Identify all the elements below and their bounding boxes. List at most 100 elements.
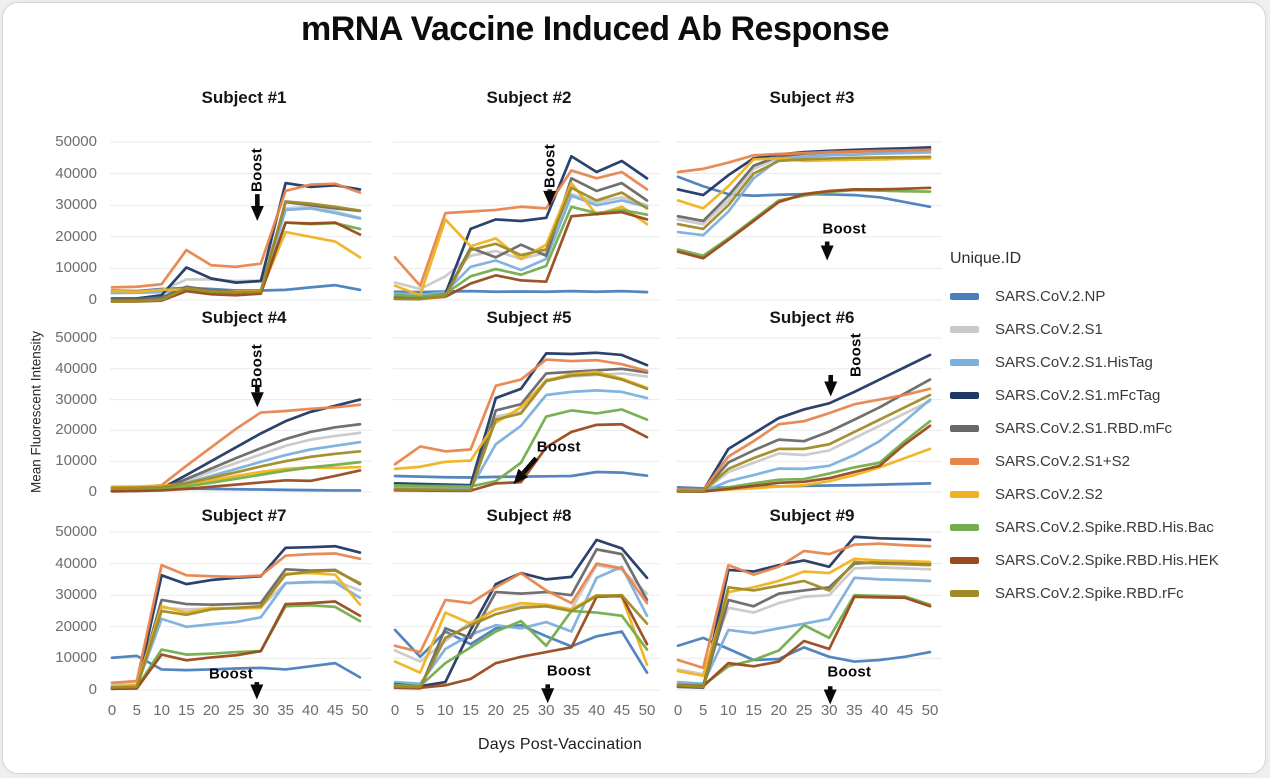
y-tick-label: 10000	[55, 649, 97, 667]
y-tick-label: 0	[88, 681, 97, 698]
legend-item-label: SARS.CoV.2.S1.RBD.mFc	[995, 419, 1173, 437]
series-line-s1s2	[676, 148, 932, 174]
legend-item-s1: SARS.CoV.2.S1	[950, 319, 1103, 339]
y-tick-label: 30000	[55, 390, 97, 408]
legend-item-label: SARS.CoV.2.S1+S2	[995, 452, 1130, 470]
series-line-rbdmfc	[676, 560, 932, 690]
y-tick-label: 50000	[55, 133, 97, 150]
legend-swatch-icon	[950, 391, 979, 399]
legend-item-label: SARS.CoV.2.Spike.RBD.rFc	[995, 584, 1184, 602]
series-line-bac	[676, 188, 932, 258]
x-tick-label: 35	[846, 702, 863, 719]
y-tick-label: 50000	[55, 523, 97, 540]
series-line-s1s2	[110, 552, 362, 685]
boost-arrow-head	[823, 689, 837, 705]
legend-item-label: SARS.CoV.2.S1	[995, 320, 1103, 338]
subplot-title-6: Subject #6	[769, 308, 855, 327]
y-tick-label: 0	[88, 291, 97, 308]
series-line-rfc	[393, 372, 649, 492]
series-line-s1mfc	[676, 353, 932, 493]
legend-swatch-icon	[950, 490, 979, 498]
x-tick-label: 10	[720, 702, 737, 719]
legend-item-rbdmfc: SARS.CoV.2.S1.RBD.mFc	[950, 418, 1172, 438]
series-line-s1mfc	[676, 535, 932, 689]
series-line-s2	[676, 157, 932, 210]
legend-item-label: SARS.CoV.2.Spike.RBD.His.HEK	[995, 551, 1219, 569]
x-tick-label: 10	[153, 702, 170, 719]
x-tick-label: 0	[390, 702, 400, 719]
y-tick-label: 40000	[55, 164, 97, 182]
series-line-s1s2	[110, 182, 362, 289]
x-tick-label: 25	[227, 702, 245, 719]
boost-annotation: Boost	[536, 438, 581, 456]
series-line-rfc	[676, 155, 932, 231]
x-tick-label: 45	[896, 702, 914, 719]
x-tick-label: 50	[351, 702, 369, 719]
y-tick-label: 20000	[55, 421, 97, 439]
subplot-title-7: Subject #7	[201, 506, 287, 525]
boost-annotation: Boost	[827, 663, 872, 681]
boost-annotation: Boost	[541, 143, 559, 188]
boost-annotation: Boost	[822, 220, 867, 238]
series-line-np	[393, 623, 649, 674]
series-line-hek	[676, 424, 932, 493]
series-line-s1his	[676, 576, 932, 686]
legend-swatch-icon	[950, 292, 979, 300]
boost-arrow-head	[820, 245, 834, 261]
x-axis-title: Days Post-Vaccination	[478, 736, 642, 753]
boost-arrow-head	[543, 190, 557, 206]
x-tick-label: 10	[437, 702, 454, 719]
legend-item-np: SARS.CoV.2.NP	[950, 286, 1105, 306]
y-tick-label: 10000	[55, 259, 97, 277]
x-tick-label: 25	[795, 702, 813, 719]
y-tick-label: 30000	[55, 196, 97, 214]
boost-annotation: Boost	[209, 665, 254, 683]
legend-item-label: SARS.CoV.2.Spike.RBD.His.Bac	[995, 518, 1214, 536]
series-line-s1s2	[393, 562, 649, 654]
series-line-s1s2	[393, 358, 649, 466]
x-tick-label: 0	[673, 702, 683, 719]
x-tick-label: 40	[871, 702, 888, 719]
series-line-s1s2	[393, 169, 649, 288]
subplot-title-3: Subject #3	[769, 88, 855, 107]
x-tick-label: 30	[252, 702, 270, 719]
x-tick-label: 40	[302, 702, 319, 719]
series-line-s1mfc	[393, 351, 649, 487]
x-tick-label: 15	[745, 702, 762, 719]
legend-item-label: SARS.CoV.2.S2	[995, 485, 1103, 503]
series-line-hek	[676, 595, 932, 688]
y-tick-label: 0	[88, 483, 97, 500]
series-line-s1mfc	[110, 181, 362, 300]
legend-swatch-icon	[950, 325, 979, 333]
subplot-title-5: Subject #5	[486, 308, 572, 327]
subplot-title-1: Subject #1	[201, 88, 287, 107]
legend-item-hek: SARS.CoV.2.Spike.RBD.His.HEK	[950, 550, 1219, 570]
x-tick-label: 35	[563, 702, 580, 719]
legend-swatch-icon	[950, 523, 979, 531]
boost-arrow-head	[541, 688, 555, 704]
legend-item-s1his: SARS.CoV.2.S1.HisTag	[950, 352, 1153, 372]
legend-swatch-icon	[950, 424, 979, 432]
legend: Unique.ID SARS.CoV.2.NP SARS.CoV.2.S1 SARS…	[950, 250, 1265, 602]
legend-swatch-icon	[950, 358, 979, 366]
series-line-s1his	[393, 565, 649, 686]
y-tick-label: 40000	[55, 359, 97, 377]
series-line-rbdmfc	[110, 422, 362, 493]
series-line-rfc	[393, 593, 649, 689]
x-tick-label: 40	[588, 702, 605, 719]
series-line-hek	[110, 469, 362, 493]
boost-annotation: Boost	[248, 343, 266, 388]
y-tick-label: 20000	[55, 617, 97, 635]
series-line-s1	[110, 205, 362, 294]
boost-arrow-head	[513, 468, 529, 485]
series-line-bac	[393, 408, 649, 488]
legend-item-s2: SARS.CoV.2.S2	[950, 484, 1103, 504]
y-tick-label: 20000	[55, 227, 97, 245]
series-line-hek	[676, 186, 932, 260]
boost-annotation: Boost	[248, 148, 266, 193]
x-tick-label: 20	[770, 702, 788, 719]
x-tick-label: 50	[638, 702, 656, 719]
series-line-s2	[393, 370, 649, 471]
series-line-rbdmfc	[393, 548, 649, 690]
